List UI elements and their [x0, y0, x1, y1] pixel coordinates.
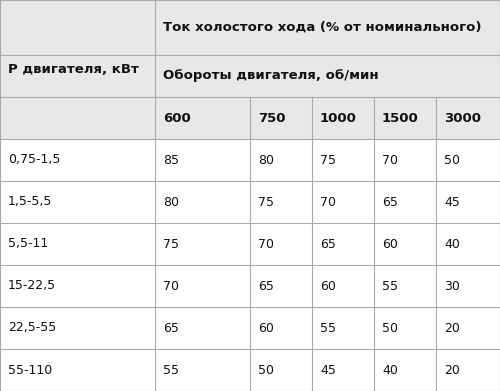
Bar — [0, 181, 500, 223]
Text: Обороты двигателя, об/мин: Обороты двигателя, об/мин — [163, 70, 378, 83]
Text: 70: 70 — [258, 237, 274, 251]
Text: 30: 30 — [444, 280, 460, 292]
Bar — [0, 307, 500, 349]
Text: 600: 600 — [163, 111, 191, 124]
Text: 55: 55 — [382, 280, 398, 292]
Text: 20: 20 — [444, 364, 460, 377]
Text: 40: 40 — [382, 364, 398, 377]
Bar — [0, 55, 500, 97]
Text: 45: 45 — [444, 196, 460, 208]
Text: 75: 75 — [163, 237, 179, 251]
Text: 22,5-55: 22,5-55 — [8, 321, 56, 334]
Text: Ток холостого хода (% от номинального): Ток холостого хода (% от номинального) — [163, 21, 482, 34]
Text: 70: 70 — [163, 280, 179, 292]
Text: 75: 75 — [320, 154, 336, 167]
Text: 60: 60 — [382, 237, 398, 251]
Text: 70: 70 — [382, 154, 398, 167]
Text: 0,75-1,5: 0,75-1,5 — [8, 154, 60, 167]
Text: 5,5-11: 5,5-11 — [8, 237, 48, 251]
Bar — [0, 349, 500, 391]
Text: 55-110: 55-110 — [8, 364, 52, 377]
Text: 80: 80 — [163, 196, 179, 208]
Text: 60: 60 — [258, 321, 274, 334]
Bar — [0, 265, 500, 307]
Text: 15-22,5: 15-22,5 — [8, 280, 56, 292]
Text: 45: 45 — [320, 364, 336, 377]
Text: 50: 50 — [444, 154, 460, 167]
Text: 55: 55 — [163, 364, 179, 377]
Text: Р двигателя, кВт: Р двигателя, кВт — [8, 63, 139, 76]
Text: 1500: 1500 — [382, 111, 419, 124]
Text: 3000: 3000 — [444, 111, 481, 124]
Text: 85: 85 — [163, 154, 179, 167]
Text: 55: 55 — [320, 321, 336, 334]
Text: 50: 50 — [382, 321, 398, 334]
Bar — [0, 0, 500, 55]
Text: 60: 60 — [320, 280, 336, 292]
Text: 1,5-5,5: 1,5-5,5 — [8, 196, 52, 208]
Bar — [0, 97, 500, 139]
Bar — [0, 139, 500, 181]
Bar — [0, 223, 500, 265]
Text: 65: 65 — [258, 280, 274, 292]
Text: 65: 65 — [382, 196, 398, 208]
Text: 65: 65 — [320, 237, 336, 251]
Text: 50: 50 — [258, 364, 274, 377]
Text: 40: 40 — [444, 237, 460, 251]
Text: 20: 20 — [444, 321, 460, 334]
Text: 750: 750 — [258, 111, 285, 124]
Text: 80: 80 — [258, 154, 274, 167]
Text: 1000: 1000 — [320, 111, 357, 124]
Text: 70: 70 — [320, 196, 336, 208]
Text: 65: 65 — [163, 321, 179, 334]
Text: 75: 75 — [258, 196, 274, 208]
